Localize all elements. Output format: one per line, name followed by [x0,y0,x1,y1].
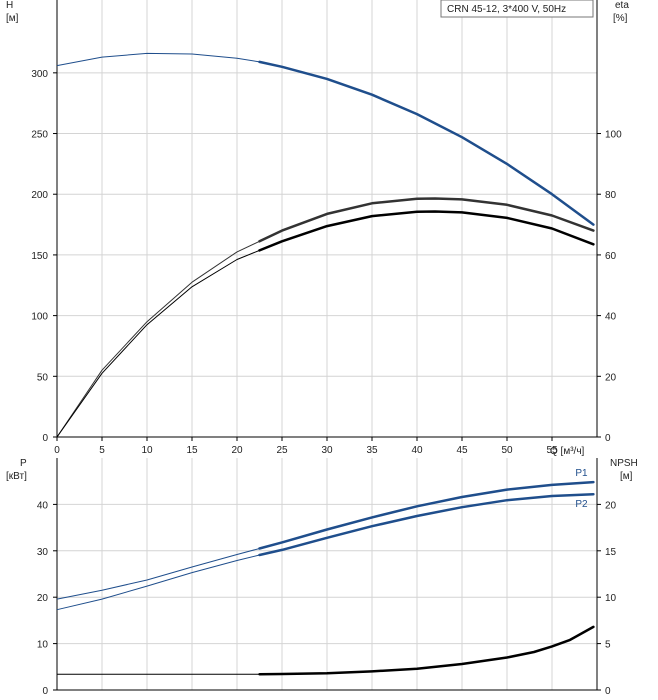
bottom-series-1-line [258,492,595,557]
bottom-left-tick-label: 0 [42,686,48,697]
npsh-axis-label: NPSH [610,458,638,469]
eta-axis-unit: [%] [613,13,628,24]
series-label-p1: P1 [575,468,588,479]
top-left-tick-label: 0 [42,433,48,444]
top-right-tick-label: 100 [605,130,622,141]
h-axis-ticks: 0 50 100 150 200 250 300 [31,69,57,444]
bottom-series-1-extrapolated-line [56,554,260,611]
title-box: CRN 45-12, 3*400 V, 50Hz [440,0,594,18]
top-series-2-line [258,210,595,252]
top-series [56,52,595,438]
q-axis-tick-label: 20 [231,445,243,456]
top-left-tick-label: 200 [31,190,48,201]
h-axis-label: H [6,0,13,11]
top-left-tick-label: 300 [31,69,48,80]
h-axis-unit: [м] [6,13,19,24]
top-left-tick-label: 50 [37,372,49,383]
bottom-series-2-line [258,625,595,676]
eta-axis-ticks: 0 20 40 60 80 100 [597,130,622,444]
bottom-right-tick-label: 5 [605,640,611,651]
q-axis-tick-label: 15 [186,445,198,456]
q-axis-tick-label: 0 [54,445,60,456]
top-series-1-line [258,197,595,243]
top-series-0-extrapolated-line [56,52,260,67]
top-right-tick-label: 40 [605,312,617,323]
q-axis-tick-label: 30 [321,445,333,456]
q-axis-tick-label: 50 [501,445,513,456]
chart-title: CRN 45-12, 3*400 V, 50Hz [447,4,566,15]
top-grid [57,0,597,437]
bottom-right-tick-label: 10 [605,593,617,604]
q-axis-tick-label: 25 [276,445,288,456]
npsh-axis-ticks: 0 5 10 15 20 [597,500,617,697]
q-axis-tick-label: 10 [141,445,153,456]
q-axis-tick-label: 40 [411,445,423,456]
top-right-tick-label: 20 [605,372,617,383]
p-axis-ticks: 0 10 20 30 40 [37,500,57,697]
bottom-panel: P [кВт] NPSH [м] 0 10 20 30 40 0 5 10 15 20 P1 P2 [6,458,638,697]
bottom-series-0-extrapolated-line [56,548,260,600]
top-left-tick-label: 150 [31,251,48,262]
series-label-p2: P2 [575,499,588,510]
p-axis-label: P [20,458,27,469]
bottom-right-tick-label: 20 [605,500,617,511]
q-axis-tick-label: 35 [366,445,378,456]
bottom-left-tick-label: 30 [37,547,49,558]
q-axis-tick-label: 55 [546,445,558,456]
bottom-series-0-line [258,480,595,550]
q-axis-label: Q [м³/ч] [550,446,585,457]
top-right-tick-label: 80 [605,190,617,201]
bottom-left-tick-label: 20 [37,593,49,604]
npsh-axis-unit: [м] [620,471,633,482]
top-series-2-extrapolated-line [56,249,260,438]
bottom-right-tick-label: 15 [605,547,617,558]
bottom-left-tick-label: 40 [37,500,49,511]
q-axis-tick-label: 5 [99,445,105,456]
top-series-1-extrapolated-line [56,240,260,438]
top-right-tick-label: 60 [605,251,617,262]
top-right-tick-label: 0 [605,433,611,444]
top-left-tick-label: 100 [31,312,48,323]
p-axis-unit: [кВт] [6,471,27,482]
bottom-left-tick-label: 10 [37,640,49,651]
eta-axis-label: eta [615,0,629,11]
top-left-tick-label: 250 [31,130,48,141]
bottom-series: P1 P2 [56,468,595,676]
q-axis-ticks: 0 5 10 15 20 25 30 35 40 45 50 55 [54,437,558,456]
q-axis-tick-label: 45 [456,445,468,456]
top-series-0-line [258,60,595,226]
bottom-right-tick-label: 0 [605,686,611,697]
